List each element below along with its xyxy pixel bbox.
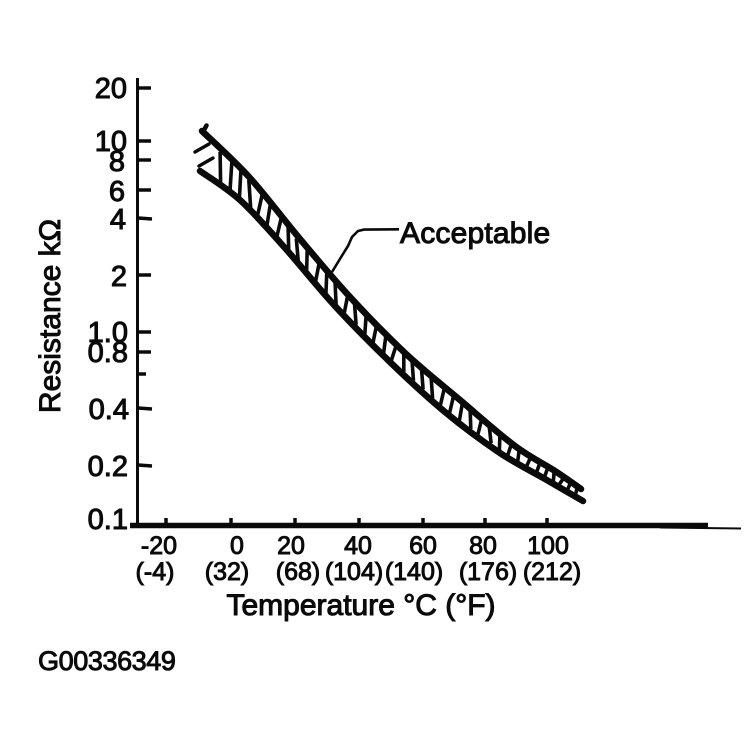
svg-text:4: 4 [110,204,126,236]
svg-text:0: 0 [230,532,244,560]
svg-text:100: 100 [527,532,569,560]
svg-text:Temperature °C (°F): Temperature °C (°F) [226,589,495,622]
svg-text:8: 8 [109,146,125,178]
svg-text:0.4: 0.4 [89,394,129,426]
svg-text:G00336349: G00336349 [38,646,176,676]
svg-text:0.2: 0.2 [88,451,128,483]
svg-text:(140): (140) [385,558,443,586]
svg-text:Acceptable: Acceptable [400,217,550,250]
svg-text:(212): (212) [523,558,581,586]
svg-text:60: 60 [409,532,437,560]
svg-text:(-4): (-4) [136,558,175,586]
svg-text:(176): (176) [459,558,517,586]
svg-text:20: 20 [95,73,127,105]
svg-text:0.1: 0.1 [88,504,128,536]
svg-text:(32): (32) [205,558,249,586]
svg-text:2: 2 [111,261,127,293]
svg-text:40: 40 [344,532,372,560]
svg-text:80: 80 [469,532,497,560]
svg-text:6: 6 [109,176,125,208]
svg-text:1.0: 1.0 [88,317,128,349]
svg-text:-20: -20 [141,532,177,560]
svg-text:20: 20 [277,532,305,560]
svg-text:(104): (104) [325,558,383,586]
svg-text:(68): (68) [276,558,320,586]
svg-text:0.8: 0.8 [88,337,128,369]
svg-text:10: 10 [95,126,127,158]
svg-text:Resistance kΩ: Resistance kΩ [34,219,67,413]
